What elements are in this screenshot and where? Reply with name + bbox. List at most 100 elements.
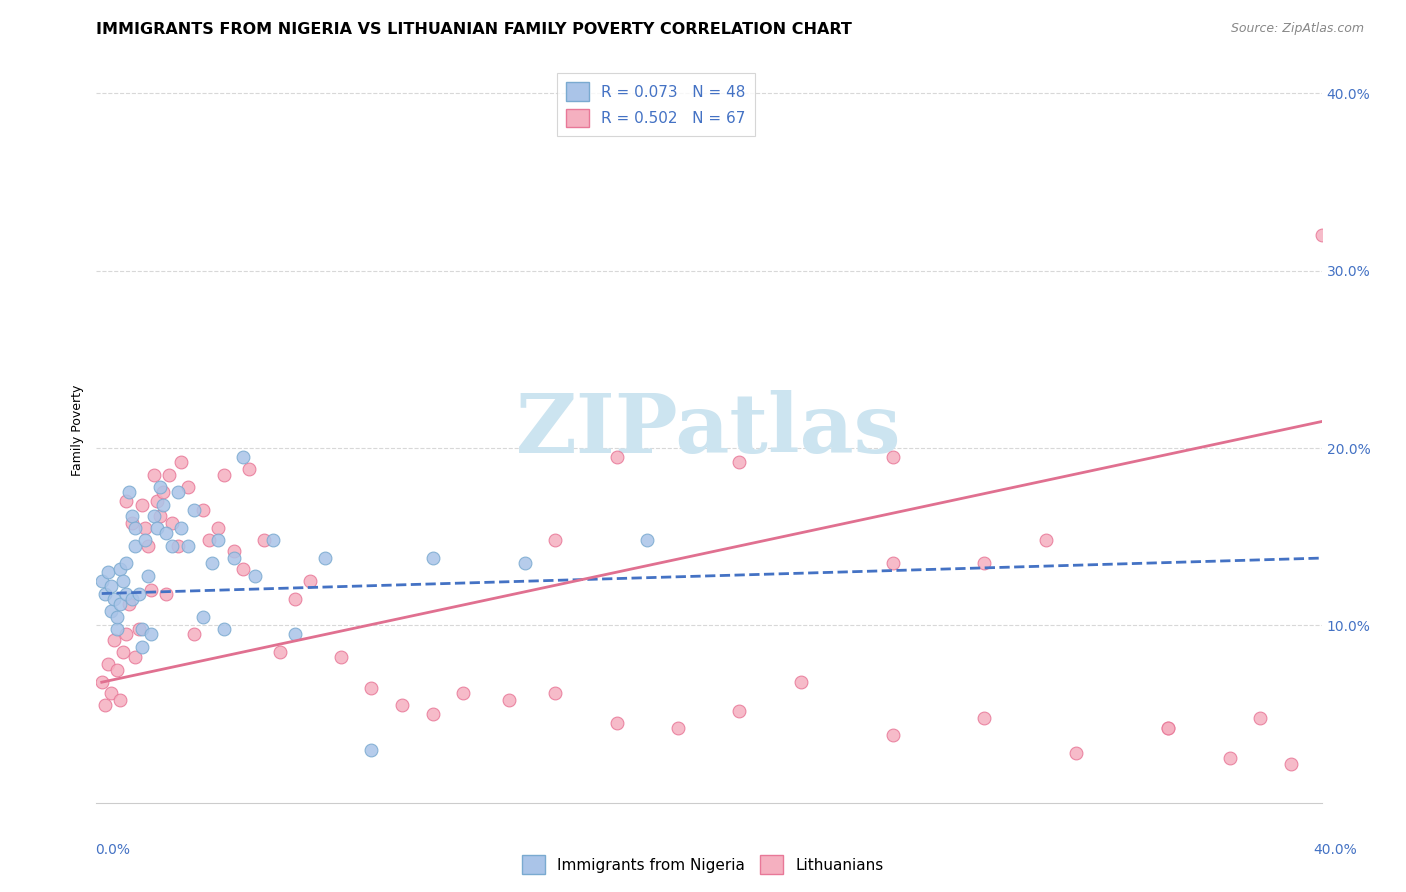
Point <box>728 704 751 718</box>
Point <box>115 557 138 571</box>
Point <box>299 574 322 588</box>
Point <box>128 586 150 600</box>
Point <box>121 508 143 523</box>
Point <box>167 539 190 553</box>
Point <box>155 586 177 600</box>
Point <box>636 533 658 548</box>
Point <box>100 604 122 618</box>
Point <box>134 521 156 535</box>
Point <box>139 582 162 597</box>
Point <box>222 551 245 566</box>
Point <box>1279 756 1302 771</box>
Point <box>232 562 254 576</box>
Point <box>207 533 229 548</box>
Point <box>1035 533 1057 548</box>
Point <box>115 627 138 641</box>
Point <box>139 627 162 641</box>
Point <box>103 632 125 647</box>
Point <box>108 693 131 707</box>
Text: 40.0%: 40.0% <box>1313 843 1357 857</box>
Point <box>360 742 382 756</box>
Point <box>146 521 169 535</box>
Legend: Immigrants from Nigeria, Lithuanians: Immigrants from Nigeria, Lithuanians <box>516 849 890 880</box>
Point <box>94 698 117 713</box>
Point <box>136 539 159 553</box>
Point <box>105 622 128 636</box>
Point <box>124 521 146 535</box>
Point <box>606 450 628 464</box>
Point <box>238 462 260 476</box>
Point <box>90 574 112 588</box>
Point <box>191 503 214 517</box>
Point <box>214 622 236 636</box>
Point <box>152 485 174 500</box>
Point <box>162 539 183 553</box>
Point <box>155 526 177 541</box>
Point <box>284 591 307 606</box>
Point <box>882 557 904 571</box>
Point <box>108 562 131 576</box>
Point <box>183 503 205 517</box>
Point <box>112 645 135 659</box>
Point <box>112 574 135 588</box>
Point <box>94 586 117 600</box>
Point <box>115 586 138 600</box>
Point <box>134 533 156 548</box>
Point <box>315 551 337 566</box>
Point <box>118 597 141 611</box>
Point <box>136 569 159 583</box>
Point <box>105 609 128 624</box>
Point <box>269 645 291 659</box>
Point <box>253 533 276 548</box>
Point <box>103 591 125 606</box>
Text: ZIPatlas: ZIPatlas <box>516 391 901 470</box>
Point <box>1157 721 1180 735</box>
Point <box>973 711 995 725</box>
Point <box>97 566 120 580</box>
Point <box>124 539 146 553</box>
Point <box>142 467 165 482</box>
Point <box>131 622 153 636</box>
Point <box>146 494 169 508</box>
Point <box>606 716 628 731</box>
Point <box>198 533 221 548</box>
Point <box>152 498 174 512</box>
Point <box>170 521 193 535</box>
Point <box>284 627 307 641</box>
Point <box>243 569 266 583</box>
Point <box>222 544 245 558</box>
Point <box>142 508 165 523</box>
Point <box>1219 751 1241 765</box>
Point <box>544 533 567 548</box>
Text: IMMIGRANTS FROM NIGERIA VS LITHUANIAN FAMILY POVERTY CORRELATION CHART: IMMIGRANTS FROM NIGERIA VS LITHUANIAN FA… <box>96 22 852 37</box>
Point <box>973 557 995 571</box>
Point <box>121 516 143 530</box>
Point <box>115 494 138 508</box>
Point <box>128 622 150 636</box>
Point <box>100 686 122 700</box>
Point <box>121 591 143 606</box>
Point <box>1066 746 1088 760</box>
Point <box>666 721 689 735</box>
Point <box>453 686 475 700</box>
Point <box>118 485 141 500</box>
Point <box>422 707 444 722</box>
Point <box>201 557 224 571</box>
Point <box>391 698 413 713</box>
Point <box>105 663 128 677</box>
Point <box>1249 711 1271 725</box>
Point <box>882 450 904 464</box>
Point <box>100 579 122 593</box>
Point <box>513 557 536 571</box>
Point <box>728 455 751 469</box>
Point <box>360 681 382 695</box>
Point <box>329 650 352 665</box>
Point <box>97 657 120 672</box>
Point <box>108 597 131 611</box>
Point <box>176 539 198 553</box>
Point <box>422 551 444 566</box>
Point <box>131 640 153 654</box>
Point <box>157 467 180 482</box>
Point <box>183 627 205 641</box>
Point <box>789 675 811 690</box>
